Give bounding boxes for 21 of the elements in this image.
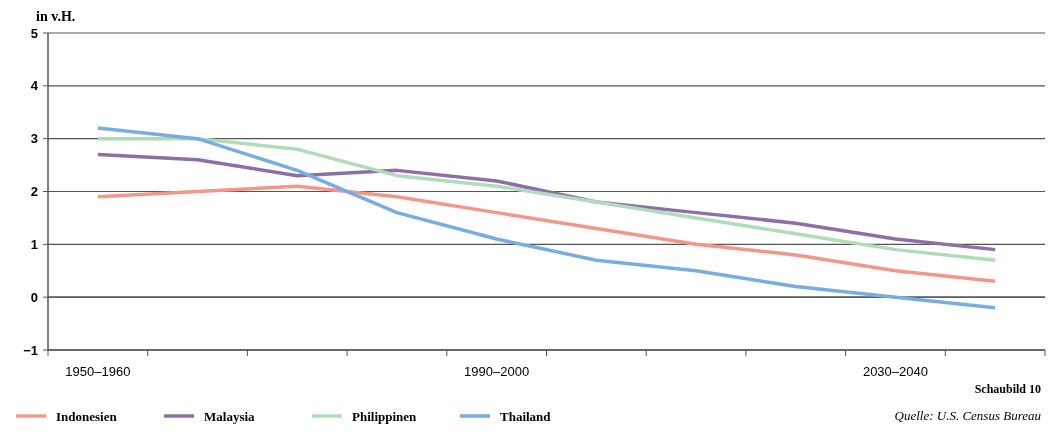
y-tick-label: 2 [30,184,38,200]
legend-label: Philippinen [352,408,418,424]
legend-label: Thailand [500,408,552,424]
line-series [96,184,997,284]
line-series [96,152,997,252]
legend-label: Indonesien [56,408,118,424]
line-series [96,126,997,310]
x-tick-label: 1990–2000 [464,364,530,379]
y-tick-label: 4 [30,78,39,94]
x-tick-label: 2030–2040 [862,364,928,379]
legend-label: Malaysia [204,408,256,424]
y-tick-label: 0 [30,289,38,305]
y-tick-label: 3 [30,131,38,147]
y-tick-label: 1 [30,236,38,252]
y-tick-label: −1 [23,342,38,358]
y-tick-label: 5 [30,25,38,41]
text: Schaubild 10 [974,382,1041,396]
y-axis-title: in v.H. [36,9,76,24]
line-series [96,136,997,262]
source-note: Quelle: U.S. Census Bureau [894,408,1042,423]
x-tick-label: 1950–1960 [65,364,131,379]
